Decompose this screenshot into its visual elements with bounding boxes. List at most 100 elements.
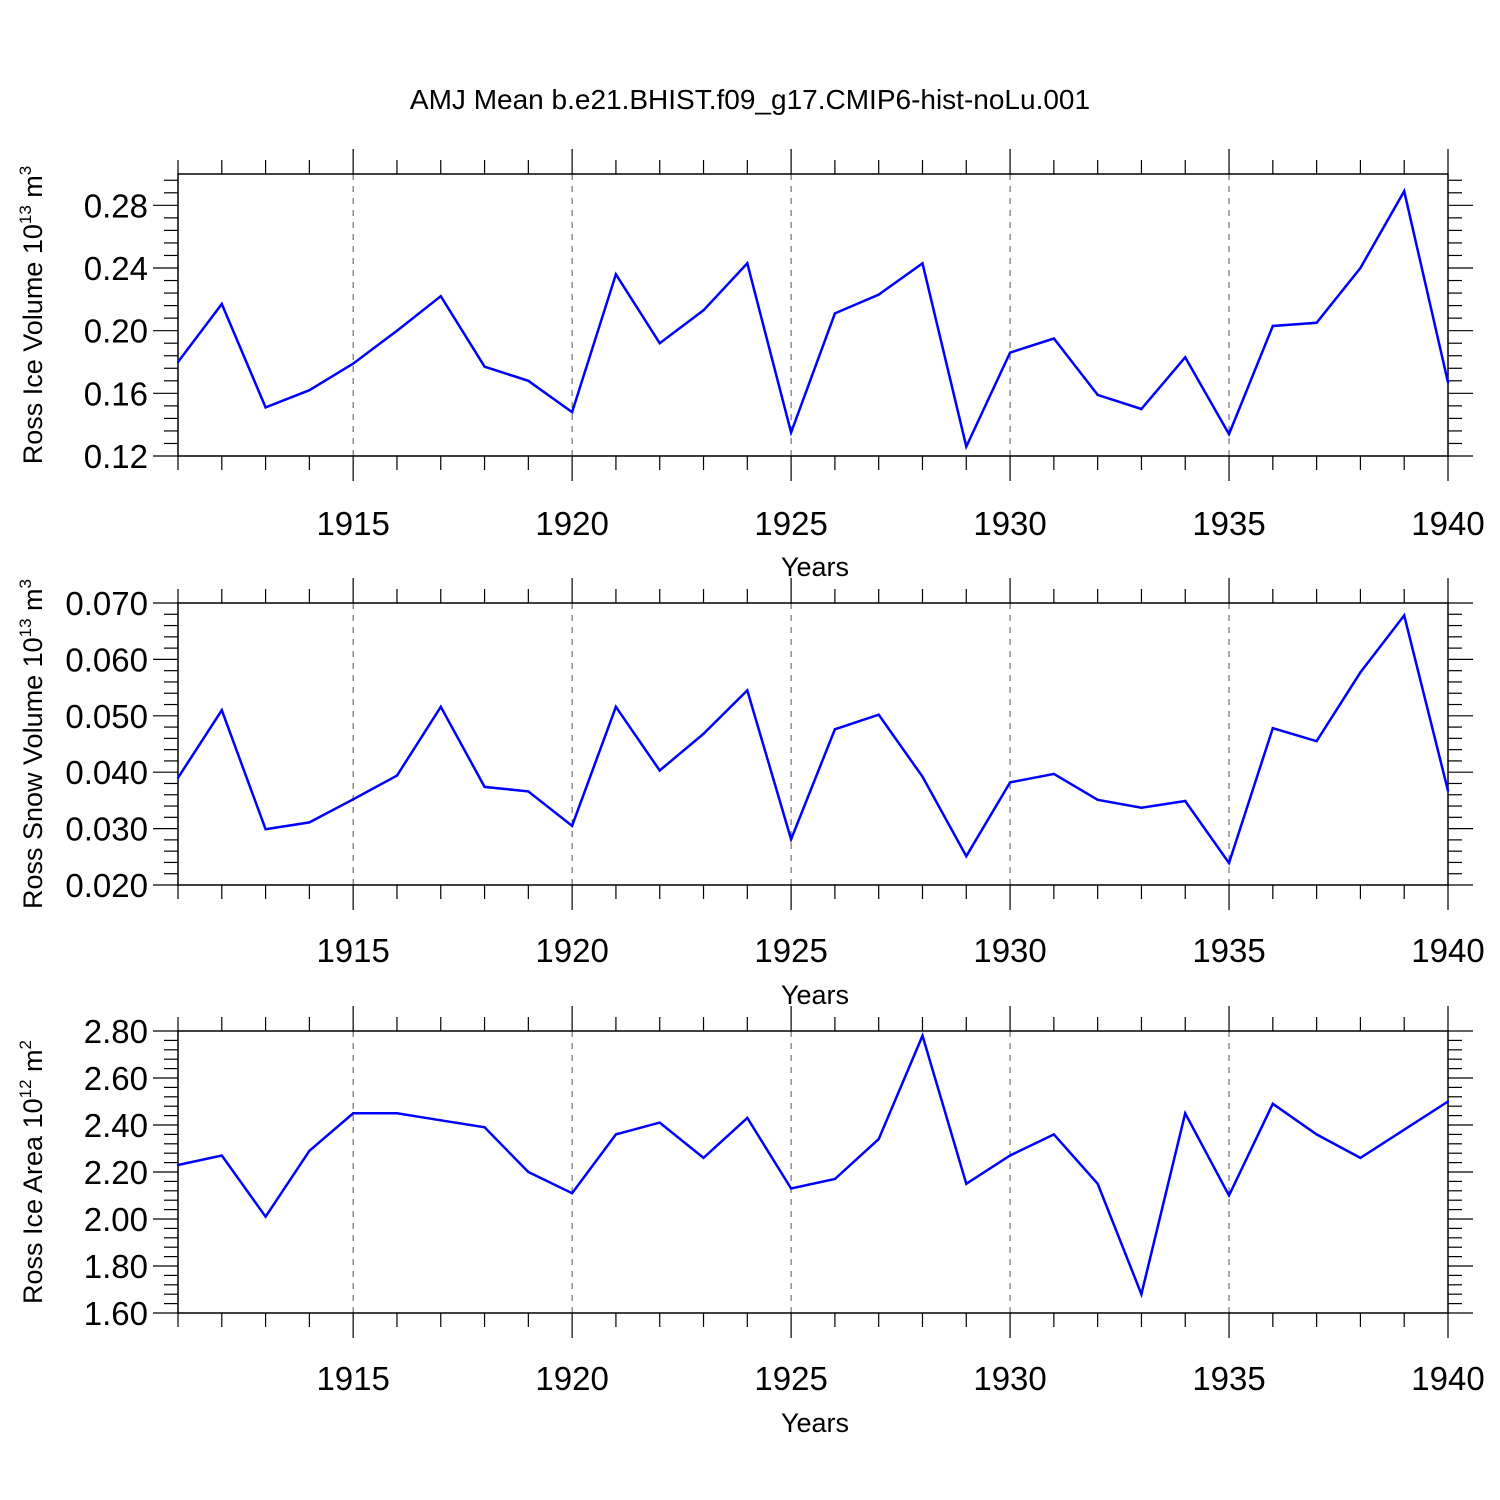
plot-frame [177, 602, 1449, 886]
data-point [614, 705, 618, 708]
data-point [877, 713, 880, 716]
data-point [308, 389, 311, 392]
y-tick-label: 0.030 [65, 811, 148, 848]
data-point [1359, 671, 1362, 674]
y-tick-label: 2.00 [84, 1201, 148, 1238]
x-tick-label: 1925 [754, 1360, 827, 1397]
x-tick-label: 1935 [1192, 932, 1265, 969]
data-point [1315, 739, 1318, 743]
panel-snow-volume: 0.020 0.030 0.040 0.050 0.060 0.070 1915 1920 19… [16, 578, 1485, 1010]
y-tick-label: 1.80 [84, 1248, 148, 1285]
data-point [1008, 1154, 1012, 1157]
data-point [483, 785, 486, 789]
data-point [614, 273, 618, 276]
data-point [789, 431, 793, 434]
data-point [308, 1149, 311, 1153]
y-axis-title: Ross Ice Area 1012 m2 [16, 1040, 48, 1304]
data-point [1271, 324, 1275, 328]
x-tick-label: 1915 [316, 932, 389, 969]
data-point [1096, 798, 1099, 802]
data-point [1446, 789, 1450, 793]
data-point [921, 775, 924, 778]
y-tick-label: 2.60 [84, 1060, 148, 1097]
data-point [746, 262, 749, 265]
x-tick-label: 1925 [754, 505, 827, 542]
data-point [351, 1112, 355, 1115]
data-point [176, 360, 180, 364]
data-point [570, 410, 574, 414]
data-point [395, 329, 399, 332]
data-point [1315, 321, 1318, 325]
data-point [439, 705, 442, 708]
x-tick-label: 1935 [1192, 1360, 1265, 1397]
data-point [1052, 772, 1056, 776]
data-point [527, 790, 530, 793]
data-point [1359, 1156, 1362, 1160]
data-point [614, 1133, 618, 1136]
data-point [264, 1215, 267, 1218]
data-point [351, 362, 355, 365]
data-point [1008, 781, 1012, 784]
data-point [833, 1177, 837, 1181]
data-point [308, 821, 311, 824]
data-point [702, 1156, 705, 1160]
data-point [264, 827, 267, 831]
data-point [658, 342, 661, 345]
data-point [1446, 381, 1450, 384]
data-point [527, 379, 530, 382]
data-point [351, 798, 355, 801]
x-tick-label: 1930 [973, 1360, 1046, 1397]
x-tick-label: 1925 [754, 932, 827, 969]
data-point [527, 1170, 530, 1174]
series-line [177, 1032, 1449, 1299]
y-axis-title: Ross Ice Volume 1013 m3 [16, 166, 48, 465]
data-point [877, 293, 880, 296]
x-tick-label: 1920 [535, 505, 608, 542]
data-point [1140, 407, 1143, 411]
series-line [177, 187, 1450, 451]
data-point [1140, 806, 1143, 809]
data-point [658, 1121, 661, 1124]
data-point [1403, 1128, 1406, 1131]
x-tick-label: 1940 [1411, 1360, 1484, 1397]
data-point [1271, 1102, 1275, 1106]
data-point [1184, 356, 1187, 359]
y-tick-label: 1.60 [84, 1295, 148, 1332]
data-point [439, 1119, 442, 1122]
y-tick-label: 0.060 [65, 641, 148, 678]
data-point [965, 1182, 968, 1185]
x-tick-label: 1930 [973, 932, 1046, 969]
panel-ice-area: 1.60 1.80 2.00 2.20 2.40 2.60 2.80 1915 1920 1925… [16, 1006, 1485, 1438]
data-point [483, 1126, 486, 1129]
x-tick-label: 1940 [1411, 932, 1484, 969]
x-axis-title: Years [781, 980, 849, 1010]
data-point [220, 708, 223, 712]
data-point [1227, 1194, 1231, 1197]
x-tick-label: 1920 [535, 1360, 608, 1397]
data-point [1227, 432, 1231, 436]
data-point [1052, 337, 1056, 340]
x-tick-label: 1940 [1411, 505, 1484, 542]
data-point [1140, 1293, 1143, 1296]
data-point [789, 1187, 793, 1190]
data-point [833, 728, 837, 731]
x-tick-label: 1935 [1192, 505, 1265, 542]
data-point [1403, 190, 1406, 193]
y-tick-label: 0.050 [65, 698, 148, 735]
x-axis-title: Years [781, 1408, 849, 1438]
data-point [1008, 351, 1012, 354]
data-point [1359, 266, 1362, 270]
data-point [1315, 1133, 1318, 1136]
data-point [1096, 393, 1099, 397]
data-point [1096, 1182, 1099, 1185]
data-point [921, 1034, 924, 1037]
data-point [1184, 1112, 1187, 1115]
y-tick-label: 2.20 [84, 1154, 148, 1191]
plot-frame [177, 173, 1449, 457]
data-point [220, 1154, 223, 1157]
data-point [1052, 1133, 1056, 1136]
data-point [833, 312, 837, 315]
data-point [789, 838, 793, 841]
plot-frame [177, 1030, 1449, 1314]
